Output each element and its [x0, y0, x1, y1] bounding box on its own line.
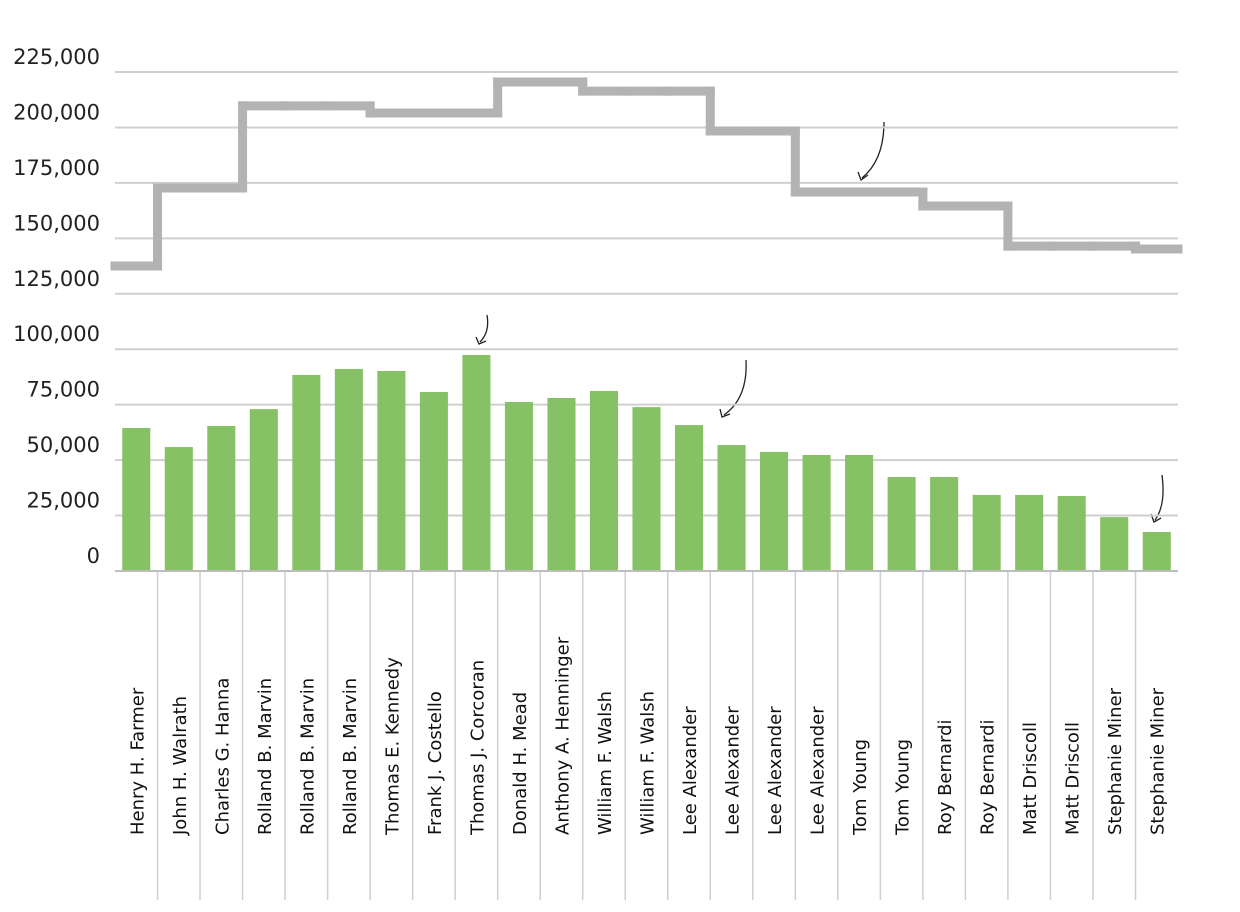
x-tick-label: Tom Young [850, 739, 871, 836]
bar [845, 455, 874, 571]
arrow-head [1150, 513, 1162, 523]
arrow-head [475, 336, 487, 345]
y-tick-label: 175,000 [13, 156, 100, 180]
bar [717, 445, 746, 571]
bar [419, 392, 448, 571]
arrow-head [857, 171, 869, 182]
arrow [723, 359, 747, 416]
y-tick-label: 25,000 [27, 489, 100, 513]
x-tick-label: Stephanie Miner [1148, 687, 1169, 835]
x-tick-label: Lee Alexander [680, 706, 701, 835]
x-tick-label: Thomas J. Corcoran [467, 660, 488, 836]
bar [760, 451, 789, 571]
y-tick-label: 50,000 [27, 433, 100, 457]
arrow [861, 121, 885, 179]
x-tick-label: Roy Bernardi [978, 719, 999, 835]
y-tick-label: 75,000 [27, 378, 100, 402]
bar [972, 494, 1001, 571]
bar [462, 354, 491, 571]
x-tick-label: Lee Alexander [808, 706, 829, 835]
x-tick-label: Frank J. Costello [425, 691, 446, 835]
bar [887, 476, 916, 571]
step-line [110, 77, 1183, 271]
bar [334, 368, 363, 571]
x-tick-label: Charles G. Hanna [212, 678, 233, 835]
bar [1015, 494, 1044, 571]
x-tick-label: Roy Bernardi [935, 719, 956, 835]
bar [930, 476, 959, 571]
y-tick-label: 150,000 [13, 211, 100, 235]
x-tick-label: John H. Walrath [170, 696, 191, 836]
x-tick-label: Tom Young [893, 739, 914, 836]
x-tick-label: Rolland B. Marvin [255, 678, 276, 835]
bar [249, 409, 278, 571]
x-tick-label: William F. Walsh [638, 691, 659, 835]
x-tick-label: Rolland B. Marvin [340, 678, 361, 835]
y-tick-label: 125,000 [13, 267, 100, 291]
arrow-head [719, 408, 731, 418]
bar [1142, 531, 1171, 571]
bar [632, 407, 661, 571]
bar [589, 390, 619, 571]
bar [504, 402, 533, 571]
bar [164, 447, 193, 571]
x-tick-label: Lee Alexander [723, 706, 744, 835]
y-tick-label: 200,000 [13, 100, 100, 124]
bar [207, 425, 236, 571]
grid [115, 71, 1178, 572]
annotation-arrows [475, 121, 1164, 523]
x-tick-label: Donald H. Mead [510, 692, 531, 835]
x-tick-label: Matt Driscoll [1063, 722, 1084, 835]
x-tick-label: Thomas E. Kennedy [382, 657, 403, 836]
x-tick-label: Stephanie Miner [1105, 687, 1126, 835]
bar [802, 455, 831, 571]
bar [674, 425, 704, 571]
x-tick-label: Lee Alexander [765, 706, 786, 835]
arrow [479, 314, 489, 343]
arrow [1154, 474, 1164, 521]
bar [292, 374, 321, 571]
y-tick-label: 0 [87, 544, 100, 568]
bar [1100, 517, 1129, 571]
x-tick-label: Matt Driscoll [1020, 722, 1041, 835]
x-tick-label: Anthony A. Henninger [552, 636, 573, 835]
x-tick-label: Henry H. Farmer [127, 687, 148, 835]
bar [1057, 496, 1086, 571]
bar [547, 398, 576, 571]
bar [377, 370, 406, 571]
bar [122, 427, 151, 571]
y-tick-label: 100,000 [13, 322, 100, 346]
x-tick-label: Rolland B. Marvin [297, 678, 318, 835]
y-tick-label: 225,000 [13, 45, 100, 69]
x-tick-label: William F. Walsh [595, 691, 616, 835]
